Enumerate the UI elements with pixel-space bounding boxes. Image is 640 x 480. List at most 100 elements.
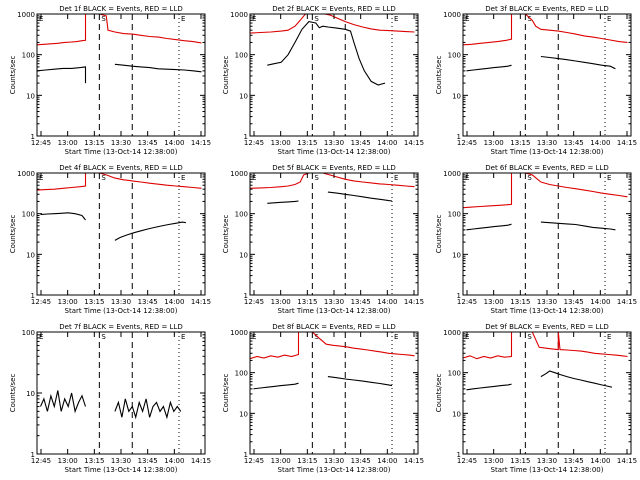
chart-panel-8: Det 8f BLACK = Events, RED = LLDESE11010… xyxy=(222,323,424,474)
x-tick-label: 12:45 xyxy=(31,139,51,147)
x-tick-label: 14:15 xyxy=(191,457,211,465)
y-tick-label: 1000 xyxy=(443,170,461,178)
x-tick-label: 14:00 xyxy=(590,457,610,465)
x-tick-label: 13:00 xyxy=(271,139,291,147)
y-tick-label: 1 xyxy=(244,292,248,300)
x-tick-label: 14:15 xyxy=(191,298,211,306)
x-axis-label: Start Time (13-Oct-14 12:38:00) xyxy=(491,307,604,315)
x-tick-label: 13:00 xyxy=(271,457,291,465)
y-axis-label: Counts/sec xyxy=(435,56,443,95)
x-tick-label: 13:00 xyxy=(484,457,504,465)
series-line-red xyxy=(249,331,415,360)
x-tick-label: 14:15 xyxy=(617,139,637,147)
x-tick-label: 13:30 xyxy=(537,298,557,306)
y-tick-label: 10 xyxy=(239,410,248,418)
y-tick-label: 10 xyxy=(26,390,35,398)
marker-label: E xyxy=(394,333,398,341)
x-tick-label: 14:00 xyxy=(590,298,610,306)
x-tick-label: 13:15 xyxy=(84,457,104,465)
y-tick-label: 1 xyxy=(31,133,35,141)
series-line-black xyxy=(466,370,613,391)
marker-label: E xyxy=(607,333,611,341)
y-tick-label: 1000 xyxy=(230,11,248,19)
x-tick-label: 13:15 xyxy=(297,298,317,306)
marker-label: S xyxy=(527,333,532,341)
y-tick-label: 100 xyxy=(448,370,461,378)
x-tick-label: 14:00 xyxy=(590,139,610,147)
x-tick-label: 14:15 xyxy=(617,298,637,306)
y-tick-label: 100 xyxy=(22,211,35,219)
marker-label: S xyxy=(527,174,532,182)
y-tick-label: 1000 xyxy=(230,329,248,337)
x-tick-label: 13:45 xyxy=(138,298,158,306)
y-tick-label: 1000 xyxy=(17,170,35,178)
y-tick-label: 1 xyxy=(244,451,248,459)
marker-label: S xyxy=(314,333,319,341)
y-tick-label: 1 xyxy=(457,292,461,300)
chart-title: Det 3f BLACK = Events, RED = LLD xyxy=(485,5,608,13)
x-axis-label: Start Time (13-Oct-14 12:38:00) xyxy=(65,307,178,315)
plot-frame xyxy=(36,172,206,296)
x-axis-label: Start Time (13-Oct-14 12:38:00) xyxy=(278,466,391,474)
y-axis-label: Counts/sec xyxy=(222,374,230,413)
x-tick-label: 13:30 xyxy=(111,139,131,147)
x-tick-label: 13:15 xyxy=(84,298,104,306)
x-tick-label: 13:15 xyxy=(510,139,530,147)
series-line-black xyxy=(267,20,386,86)
x-tick-label: 14:00 xyxy=(164,139,184,147)
marker-label: S xyxy=(314,15,319,23)
chart-title: Det 4f BLACK = Events, RED = LLD xyxy=(59,164,182,172)
chart-panel-1: Det 1f BLACK = Events, RED = LLDESE11010… xyxy=(9,5,211,156)
series-line-black xyxy=(466,221,616,231)
y-tick-label: 1 xyxy=(31,292,35,300)
y-axis-label: Counts/sec xyxy=(435,374,443,413)
y-tick-label: 1000 xyxy=(17,11,35,19)
y-tick-label: 100 xyxy=(22,52,35,60)
series-line-red xyxy=(36,172,202,191)
y-tick-label: 1000 xyxy=(230,170,248,178)
y-tick-label: 10 xyxy=(26,251,35,259)
x-axis-label: Start Time (13-Oct-14 12:38:00) xyxy=(278,307,391,315)
y-axis-label: Counts/sec xyxy=(9,374,17,413)
x-tick-label: 13:45 xyxy=(564,457,584,465)
y-tick-label: 1 xyxy=(457,133,461,141)
y-tick-label: 1000 xyxy=(443,329,461,337)
x-tick-label: 13:30 xyxy=(111,298,131,306)
y-axis-label: Counts/sec xyxy=(435,215,443,254)
chart-title: Det 5f BLACK = Events, RED = LLD xyxy=(272,164,395,172)
marker-label: E xyxy=(181,174,185,182)
marker-label: E xyxy=(181,15,185,23)
x-tick-label: 13:15 xyxy=(297,139,317,147)
x-tick-label: 13:00 xyxy=(58,457,78,465)
marker-label: E xyxy=(394,15,398,23)
y-tick-label: 10 xyxy=(452,410,461,418)
series-line-black xyxy=(36,63,202,84)
series-line-red xyxy=(462,331,628,360)
chart-panel-5: Det 5f BLACK = Events, RED = LLDESE11010… xyxy=(222,164,424,315)
x-axis-label: Start Time (13-Oct-14 12:38:00) xyxy=(491,466,604,474)
chart-title: Det 2f BLACK = Events, RED = LLD xyxy=(272,5,395,13)
x-tick-label: 14:00 xyxy=(164,298,184,306)
y-tick-label: 10 xyxy=(239,92,248,100)
x-tick-label: 14:00 xyxy=(377,139,397,147)
series-line-black xyxy=(253,376,393,390)
chart-title: Det 8f BLACK = Events, RED = LLD xyxy=(272,323,395,331)
marker-label: E xyxy=(607,15,611,23)
x-tick-label: 14:15 xyxy=(404,457,424,465)
marker-label: E xyxy=(607,174,611,182)
x-tick-label: 13:30 xyxy=(537,139,557,147)
x-tick-label: 12:45 xyxy=(244,139,264,147)
x-tick-label: 13:00 xyxy=(271,298,291,306)
series-line-black xyxy=(466,55,616,72)
y-tick-label: 1 xyxy=(244,133,248,141)
chart-panel-4: Det 4f BLACK = Events, RED = LLDESE11010… xyxy=(9,164,211,315)
plot-frame xyxy=(36,331,206,455)
chart-title: Det 6f BLACK = Events, RED = LLD xyxy=(485,164,608,172)
x-axis-label: Start Time (13-Oct-14 12:38:00) xyxy=(65,466,178,474)
plot-frame xyxy=(249,172,419,296)
chart-title: Det 9f BLACK = Events, RED = LLD xyxy=(485,323,608,331)
x-tick-label: 14:15 xyxy=(404,298,424,306)
marker-label: E xyxy=(181,333,185,341)
series-line-black xyxy=(40,212,186,241)
